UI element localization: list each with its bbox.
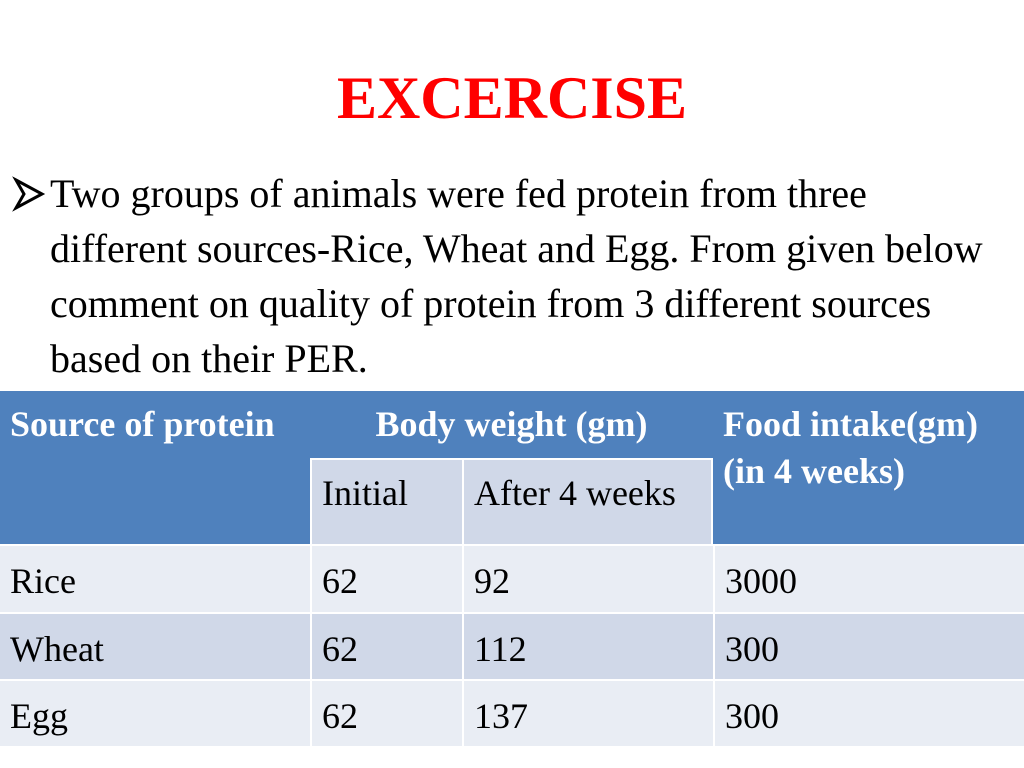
- header-source-label: Source of protein: [10, 404, 275, 444]
- cell-food: 300: [725, 629, 779, 669]
- cell-initial: 62: [322, 696, 358, 736]
- table-row-rice-source: Rice: [0, 546, 310, 612]
- header-body-weight: Body weight (gm): [310, 391, 713, 458]
- table-row-egg-after: 137: [464, 681, 713, 746]
- bullet-text: Two groups of animals were fed protein f…: [50, 171, 983, 381]
- slide-title: EXCERCISE: [336, 65, 688, 131]
- arrowhead-bullet-icon: [12, 176, 46, 212]
- header-body-weight-label: Body weight (gm): [375, 404, 648, 444]
- table-row-egg-source: Egg: [0, 681, 310, 746]
- cell-initial: 62: [322, 629, 358, 669]
- cell-after: 137: [474, 696, 528, 736]
- header-food-intake-label: Food intake(gm) (in 4 weeks): [723, 404, 978, 491]
- table-row-egg-food: 300: [715, 681, 1024, 746]
- cell-after: 92: [474, 561, 510, 601]
- table-row-egg-initial: 62: [312, 681, 462, 746]
- table-row-wheat-after: 112: [464, 614, 713, 679]
- table-row-rice-after: 92: [464, 546, 713, 612]
- header-food-intake: Food intake(gm) (in 4 weeks): [713, 391, 1024, 544]
- bullet-paragraph: Two groups of animals were fed protein f…: [12, 166, 1012, 386]
- subheader-initial: Initial: [312, 460, 462, 544]
- protein-table: Source of protein Body weight (gm) Food …: [0, 391, 1024, 746]
- cell-initial: 62: [322, 561, 358, 601]
- cell-food: 300: [725, 696, 779, 736]
- table-row-wheat-food: 300: [715, 614, 1024, 679]
- cell-source: Egg: [10, 696, 68, 736]
- cell-food: 3000: [725, 561, 797, 601]
- subheader-after-4-weeks: After 4 weeks: [464, 460, 711, 544]
- table-row-rice-initial: 62: [312, 546, 462, 612]
- table-row-rice-food: 3000: [715, 546, 1024, 612]
- cell-after: 112: [474, 629, 527, 669]
- subheader-initial-label: Initial: [322, 473, 408, 513]
- cell-source: Rice: [10, 561, 76, 601]
- cell-source: Wheat: [10, 629, 104, 669]
- table-row-wheat-source: Wheat: [0, 614, 310, 679]
- table-row-wheat-initial: 62: [312, 614, 462, 679]
- header-source-of-protein: Source of protein: [0, 391, 310, 544]
- subheader-after-label: After 4 weeks: [474, 473, 676, 513]
